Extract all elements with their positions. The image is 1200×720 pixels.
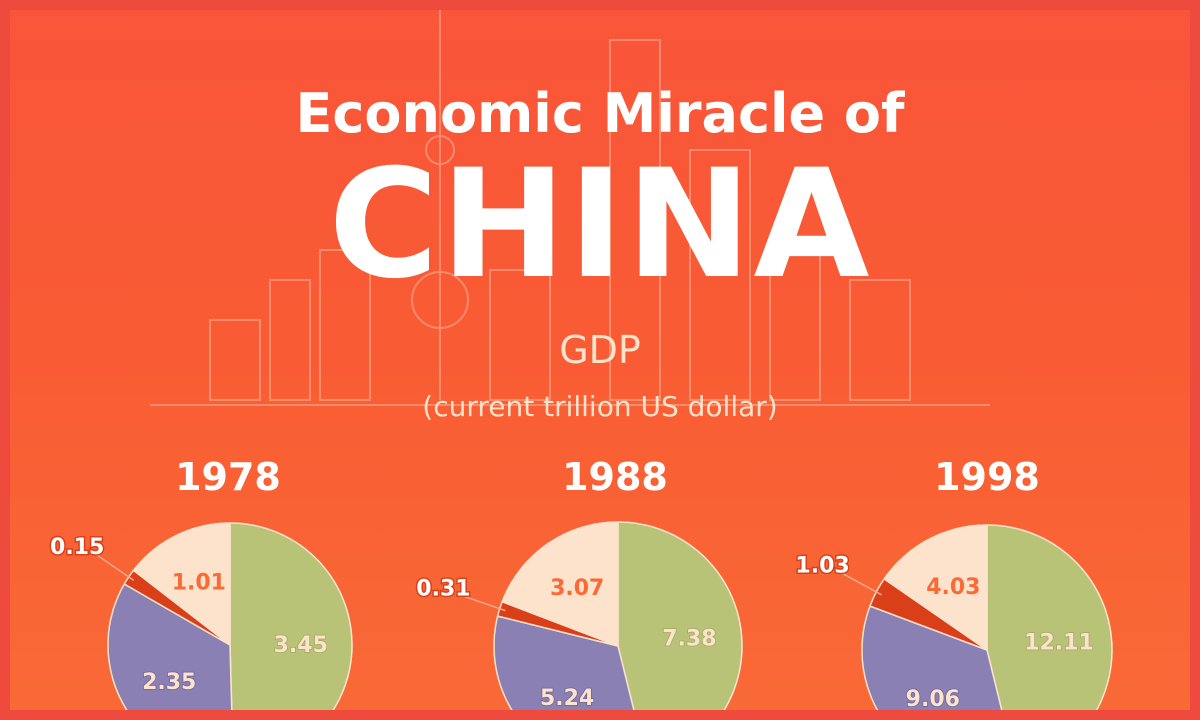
pie-1988-value-label: 3.07 — [550, 576, 604, 601]
pie-1998-value-label: 9.06 — [906, 687, 960, 712]
pie-1978-slice-beige — [132, 522, 231, 646]
pie-1988-value-label: 7.38 — [662, 626, 716, 651]
pie-1998-slice-beige — [883, 524, 988, 651]
leader-line — [840, 571, 882, 596]
pie-1988-value-label: 0.31 — [416, 576, 470, 601]
pie-title-1978: 1978 — [175, 455, 281, 499]
pie-1998-value-label: 4.03 — [926, 575, 980, 600]
leader-line — [461, 594, 506, 612]
pie-1978-value-label: 1.01 — [172, 570, 226, 595]
pie-1988-value-label: 5.24 — [540, 686, 594, 711]
leader-line — [94, 553, 135, 581]
pie-1998-slice-green — [986, 524, 1113, 720]
unit-label: (current trillion US dollar) — [422, 390, 778, 423]
pie-1998-slice-purple — [861, 605, 1005, 720]
pie-1978-value-label: 0.15 — [50, 535, 104, 560]
pie-1998-value-label: 1.03 — [795, 553, 849, 578]
title-line-2: CHINA — [328, 138, 872, 312]
skyline-illustration — [150, 0, 990, 406]
pie-1988-slice-green — [617, 521, 743, 720]
pie-1978-value-label: 3.45 — [274, 633, 328, 658]
pie-1978-slice-green — [229, 522, 353, 720]
pie-1988-slice-beige — [501, 521, 619, 647]
pie-title-1998: 1998 — [934, 455, 1040, 499]
subtitle: GDP — [559, 328, 641, 372]
pie-1978-slice-purple — [107, 583, 233, 720]
pie-1998-value-label: 12.11 — [1024, 630, 1094, 655]
pie-title-1988: 1988 — [562, 455, 668, 499]
title-line-1: Economic Miracle of — [295, 82, 905, 145]
pie-1978-value-label: 2.35 — [142, 670, 196, 695]
